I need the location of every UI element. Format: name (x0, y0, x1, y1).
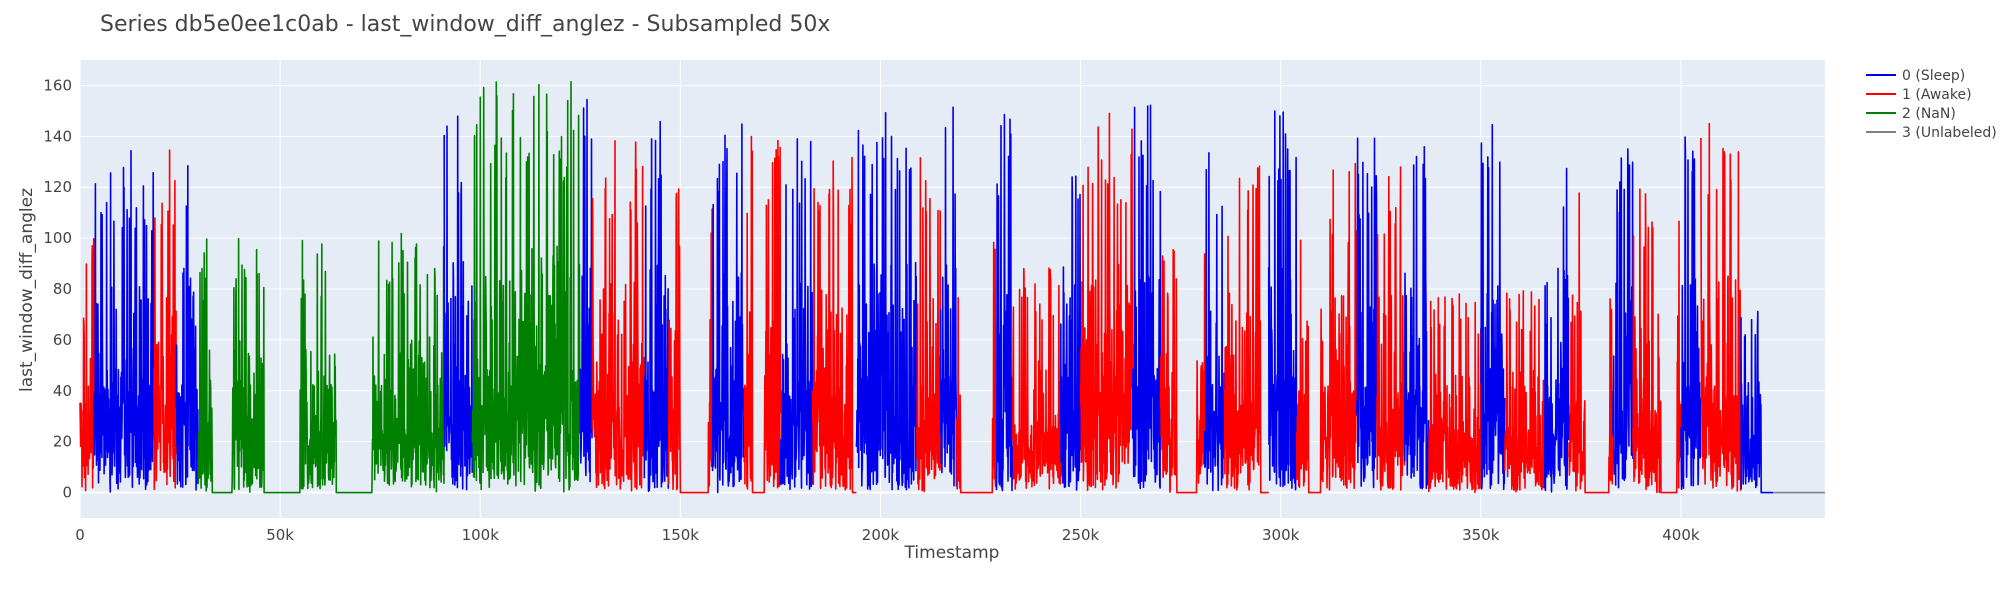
series-line-1-segment-9 (591, 140, 646, 492)
y-axis-title: last_window_diff_anglez (17, 188, 37, 392)
x-tick-label: 300k (1262, 526, 1300, 544)
x-tick-label: 200k (862, 526, 900, 544)
series-line-1-segment-0 (79, 238, 95, 492)
y-tick-label: 140 (43, 127, 72, 145)
series-line-0-segment-26 (1203, 152, 1226, 492)
series-line-1-segment-23 (1079, 112, 1134, 492)
tick-labels: 0 50k 100k 150k 200k 250k 300k 350k 400k 0 20 40 60 8… (43, 76, 1700, 544)
series-line-1-segment-33 (1428, 293, 1482, 494)
series-line-0-segment-30 (1355, 137, 1378, 489)
series-line-1-segment-31 (1376, 166, 1406, 491)
series-line-0-segment-24 (1131, 104, 1162, 490)
series-line-1-segment-15 (811, 156, 857, 494)
legend-item-0[interactable]: 0 (Sleep) (1866, 68, 1965, 84)
series-line-0-segment-14 (779, 138, 814, 491)
series-line-2-segment-7 (471, 81, 582, 493)
x-tick-label: 150k (662, 526, 700, 544)
series-line-1-segment-41 (1700, 122, 1742, 492)
legend-label: 2 (NaN) (1902, 106, 1956, 122)
data-lines (79, 81, 1825, 494)
series-line-2-segment-4 (197, 237, 305, 494)
legend-item-3[interactable]: 3 (Unlabeled) (1866, 125, 1997, 141)
y-tick-label: 0 (62, 484, 72, 502)
series-line-0-segment-28 (1267, 110, 1298, 491)
x-tick-label: 50k (266, 526, 294, 544)
series-line-0-segment-6 (443, 115, 473, 491)
y-tick-label: 20 (53, 433, 72, 451)
legend-label: 1 (Awake) (1902, 87, 1972, 103)
legend-item-2[interactable]: 2 (NaN) (1866, 106, 1956, 122)
series-line-0-segment-8 (579, 98, 594, 483)
y-tick-label: 80 (53, 280, 72, 298)
x-tick-label: 0 (75, 526, 85, 544)
series-line-1-segment-11 (667, 188, 714, 494)
legend-item-1[interactable]: 1 (Awake) (1866, 87, 1972, 103)
y-tick-label: 120 (43, 178, 72, 196)
series-line-0-segment-36 (1544, 167, 1570, 493)
legend-label: 3 (Unlabeled) (1902, 125, 1997, 141)
chart-title: Series db5e0ee1c0ab - last_window_diff_a… (100, 12, 830, 37)
series-line-0-segment-34 (1480, 123, 1506, 491)
series-line-1-segment-13 (743, 135, 782, 494)
series-line-0-segment-22 (1059, 175, 1082, 491)
series-line-1-segment-17 (916, 157, 942, 493)
series-line-1-segment-29 (1295, 162, 1358, 494)
series-line-1-segment-25 (1159, 248, 1206, 494)
series-line-1-segment-19 (955, 241, 998, 494)
x-axis-title: Timestamp (904, 543, 1000, 563)
series-line-0-segment-42 (1740, 310, 1774, 494)
series-line-0-segment-1 (93, 150, 155, 493)
legend-label: 0 (Sleep) (1902, 68, 1965, 84)
series-line-0-segment-32 (1404, 146, 1430, 490)
series-line-0-segment-10 (643, 120, 670, 493)
series-line-0-segment-16 (855, 111, 918, 491)
series-line-0-segment-3 (175, 165, 199, 491)
legend[interactable]: 0 (Sleep) 1 (Awake) 2 (NaN) 3 (Unlabeled) (1866, 68, 1997, 141)
series-line-1-segment-27 (1223, 165, 1270, 494)
series-line-0-segment-38 (1612, 148, 1634, 489)
series-line-1-segment-35 (1504, 290, 1546, 493)
x-tick-label: 400k (1662, 526, 1700, 544)
series-line-0-segment-40 (1680, 136, 1702, 491)
series-line-1-segment-39 (1632, 188, 1682, 494)
y-tick-label: 60 (53, 331, 72, 349)
x-tick-label: 250k (1062, 526, 1100, 544)
x-tick-label: 100k (462, 526, 500, 544)
y-tick-label: 160 (43, 76, 72, 94)
x-tick-label: 350k (1462, 526, 1500, 544)
series-line-0-segment-20 (995, 113, 1014, 492)
series-line-0-segment-12 (711, 123, 746, 494)
series-line-1-segment-37 (1568, 192, 1614, 494)
series-line-0-segment-18 (939, 106, 958, 487)
y-tick-label: 100 (43, 229, 72, 247)
series-line-2-segment-5 (303, 232, 445, 494)
series-line-1-segment-2 (153, 149, 177, 491)
series-line-1-segment-21 (1011, 267, 1062, 490)
y-tick-label: 40 (53, 382, 72, 400)
